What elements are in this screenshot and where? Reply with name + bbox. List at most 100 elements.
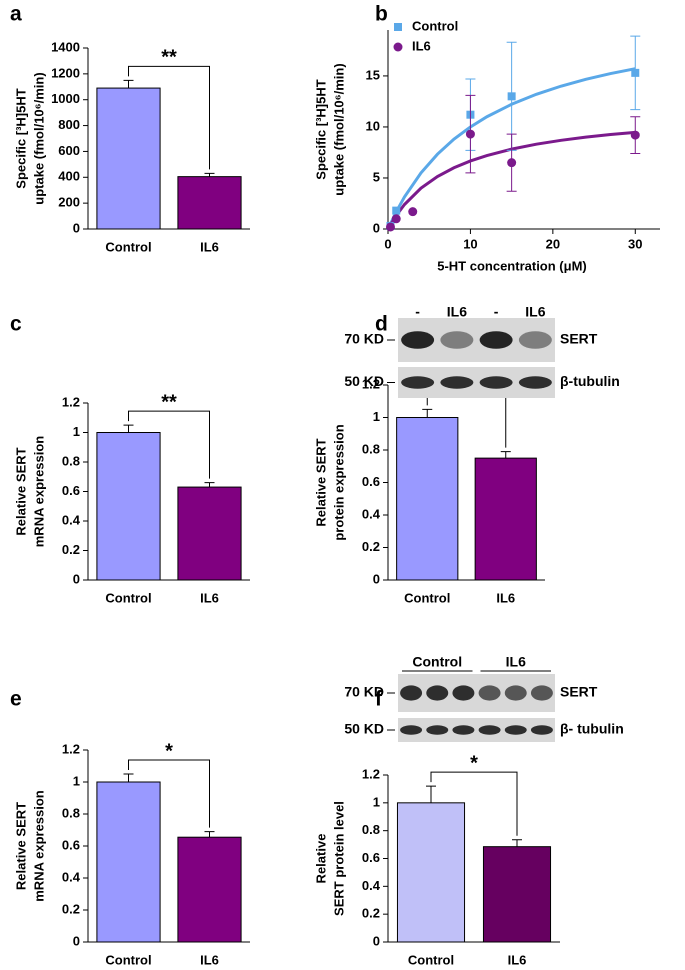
y-tick-label: 0.8 [62,453,80,468]
blot-protein: β-tubulin [560,373,620,389]
bar [96,781,161,943]
y-tick-label: 5 [373,169,380,184]
blot-band [518,331,552,349]
panel-label: b [375,3,388,26]
y-tick-label: 200 [58,195,80,210]
panel-label: c [10,313,22,336]
y-axis-label: uptake (fmol/10⁶/min) [31,72,46,204]
y-tick-label: 0.2 [362,539,380,554]
blot-band [426,725,449,735]
blot-marker: 70 KD [344,684,384,700]
blot-protein: β- tubulin [560,721,624,737]
blot-band [530,725,553,735]
error-bar [426,785,436,803]
error-bar [422,408,433,418]
y-tick-label: 1.2 [362,766,380,781]
blot-band [518,376,552,389]
legend-marker [393,42,403,52]
panel-label: a [10,3,22,26]
x-tick-label: IL6 [200,239,219,254]
bar [482,846,552,943]
y-tick-label: 0 [73,571,80,586]
x-tick-label: 30 [628,236,642,251]
y-tick-label: 10 [366,118,380,133]
blot-protein: SERT [560,684,598,700]
blot-band [478,685,501,701]
error-bar [123,424,134,433]
y-tick-label: 0.6 [362,850,380,865]
y-axis-label: uptake (fmol/10⁶/min) [331,63,346,195]
y-tick-label: 1200 [51,65,80,80]
y-tick-label: 0.6 [362,474,380,489]
bar [96,87,161,230]
y-axis-label: protein expression [331,424,346,540]
y-tick-label: 0.4 [362,506,381,521]
error-bar [500,451,511,459]
point [507,92,516,101]
error-bar [123,79,134,89]
blot-band [440,376,474,389]
blot-band [452,685,475,701]
y-tick-label: 0 [73,933,80,948]
significance-bracket [430,771,518,836]
legend-label: Control [412,18,458,33]
y-tick-label: 1.2 [362,376,380,391]
fit-curve [386,67,636,230]
x-tick-label: Control [105,952,151,967]
y-axis-label: mRNA expression [31,790,46,902]
bar [396,417,459,581]
point [391,214,401,224]
legend-label: IL6 [412,38,431,53]
legend-marker [394,23,402,31]
y-tick-label: 1 [373,409,380,424]
blot-marker: 50 KD [344,373,384,389]
x-tick-label: IL6 [508,952,527,967]
significance: * [165,740,173,762]
y-axis-label: Relative SERT [13,802,28,890]
bar [396,802,466,943]
point [630,130,640,140]
group-label: IL6 [506,654,526,670]
significance-bracket [128,759,210,828]
blot-band [400,685,423,701]
y-tick-label: 1 [73,773,80,788]
x-tick-label: 10 [463,236,477,251]
y-axis-label: Specific [³H]5HT [313,79,328,179]
blot-band [440,331,474,349]
significance: ** [161,47,177,69]
significance: * [470,752,478,774]
x-tick-label: IL6 [496,590,515,605]
bar [177,486,242,581]
panel-label: d [375,313,388,336]
y-axis-label: SERT protein level [331,801,346,916]
blot-band [452,725,475,735]
significance-bracket [128,65,210,170]
point [631,68,640,77]
blot-strip [398,674,555,712]
group-label: Control [412,654,462,670]
y-tick-label: 0 [373,933,380,948]
y-tick-label: 0.8 [362,822,380,837]
x-tick-label: IL6 [200,590,219,605]
y-tick-label: 0.8 [62,805,80,820]
y-tick-label: 0.2 [62,901,80,916]
x-tick-label: Control [105,590,151,605]
x-axis-label: 5-HT concentration (μM) [437,258,587,273]
y-tick-label: 15 [366,67,380,82]
bar [177,176,242,230]
y-tick-label: 0.2 [62,542,80,557]
y-axis-label: mRNA expression [31,436,46,548]
lane-label: IL6 [447,304,467,320]
error-bar [204,831,215,838]
point [408,207,418,217]
y-tick-label: 0.6 [62,837,80,852]
y-axis-label: Relative SERT [313,438,328,526]
y-tick-label: 400 [58,169,80,184]
significance: ** [161,391,177,413]
x-tick-label: IL6 [200,952,219,967]
blot-band [401,376,435,389]
x-tick-label: Control [404,590,450,605]
y-tick-label: 1 [373,794,380,809]
panel-label: e [10,688,22,711]
